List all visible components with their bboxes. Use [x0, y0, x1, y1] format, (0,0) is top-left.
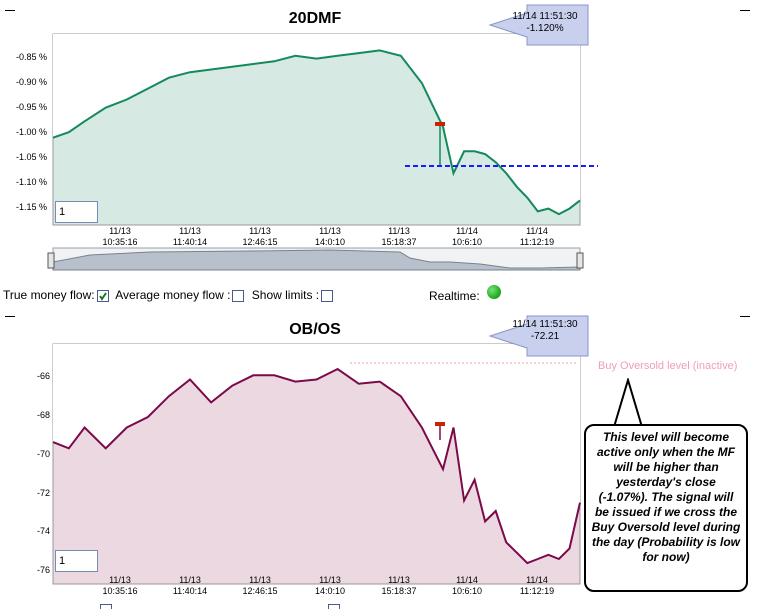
y-tick-label: -1.10 % [15, 177, 47, 187]
badge-time-20dmf: 11/14 11:51:30 [512, 11, 578, 22]
window-dash-ml [5, 316, 15, 317]
check-icon [98, 292, 107, 301]
x-tick-label: 11/13 10:35:16 [102, 226, 138, 247]
y-tick-label: -76 [36, 565, 50, 575]
badge-time-obos: 11/14 11:51:30 [512, 319, 578, 330]
x-tick-label: 11/14 10:6:10 [451, 575, 483, 596]
window-dash-mr [740, 316, 750, 317]
scroll-checkbox-fragment [100, 604, 112, 609]
chart-title-20dmf: 20DMF [288, 10, 342, 27]
controls-row: True money flow: Average money flow : Sh… [3, 288, 337, 302]
value-badge-arrow-obos [488, 315, 589, 357]
y-tick-label: -72 [36, 488, 50, 498]
y-tick-label: -1.00 % [15, 127, 47, 137]
y-tick-label: -66 [36, 371, 50, 381]
chart-title-obos: OB/OS [289, 321, 341, 338]
x-tick-label: 11/13 14:0:10 [314, 575, 346, 596]
x-tick-label: 11/14 10:6:10 [451, 226, 483, 247]
show-limits-label: Show limits : [251, 288, 320, 302]
average-money-flow-checkbox[interactable] [232, 289, 245, 302]
series-line-20dmf [52, 49, 581, 216]
series-line-obos [52, 367, 581, 565]
y-tick-label: -0.85 % [15, 52, 47, 62]
x-tick-label: 11/13 14:0:10 [314, 226, 346, 247]
x-tick-label: 11/13 15:18:37 [381, 226, 417, 247]
average-money-flow-label: Average money flow : [115, 288, 231, 302]
interval-input-obos[interactable]: 1 [55, 550, 98, 572]
x-tick-label: 11/13 11:40:14 [172, 226, 208, 247]
realtime-indicator-icon [487, 285, 501, 299]
chart-20dmf [47, 33, 598, 271]
y-tick-label: -0.90 % [15, 77, 47, 87]
scroller-right-handle[interactable] [576, 252, 584, 269]
interval-input-20dmf[interactable]: 1 [55, 201, 98, 223]
x-tick-label: 11/14 11:12:19 [519, 575, 555, 596]
y-tick-label: -68 [36, 410, 50, 420]
x-tick-label: 11/13 15:18:37 [381, 575, 417, 596]
oversold-level-label: Buy Oversold level (inactive) [598, 360, 738, 372]
y-tick-label: -0.95 % [15, 102, 47, 112]
scroller-left-handle[interactable] [47, 252, 55, 269]
window-dash-tl [5, 10, 15, 11]
true-money-flow-checkbox[interactable] [96, 289, 109, 302]
show-limits-checkbox[interactable] [321, 289, 334, 302]
scroller-overview [52, 249, 581, 271]
signal-marker-obos [435, 422, 445, 426]
area-above-line-obos [53, 344, 580, 564]
area-above-line-20dmf [53, 34, 580, 215]
x-tick-label: 11/13 12:46:15 [242, 226, 278, 247]
badge-value-20dmf: -1.120% [526, 23, 564, 34]
chart-obos [52, 343, 581, 585]
annotation-callout: This level will become active only when … [584, 424, 748, 592]
badge-value-obos: -72.21 [530, 331, 560, 342]
true-money-flow-label: True money flow: [3, 288, 95, 302]
x-tick-label: 11/13 11:40:14 [172, 575, 208, 596]
y-tick-label: -70 [36, 449, 50, 459]
realtime-label: Realtime: [429, 289, 480, 303]
value-badge-arrow-20dmf [488, 4, 589, 46]
y-tick-label: -1.05 % [15, 152, 47, 162]
x-tick-label: 11/13 12:46:15 [242, 575, 278, 596]
x-tick-label: 11/13 10:35:16 [102, 575, 138, 596]
window-dash-tr [740, 10, 750, 11]
y-tick-label: -1.15 % [15, 202, 47, 212]
x-tick-label: 11/14 11:12:19 [519, 226, 555, 247]
y-tick-label: -74 [36, 526, 50, 536]
signal-marker-20dmf [435, 122, 445, 126]
scroll-checkbox-fragment [328, 604, 340, 609]
callout-pointer [613, 378, 643, 428]
